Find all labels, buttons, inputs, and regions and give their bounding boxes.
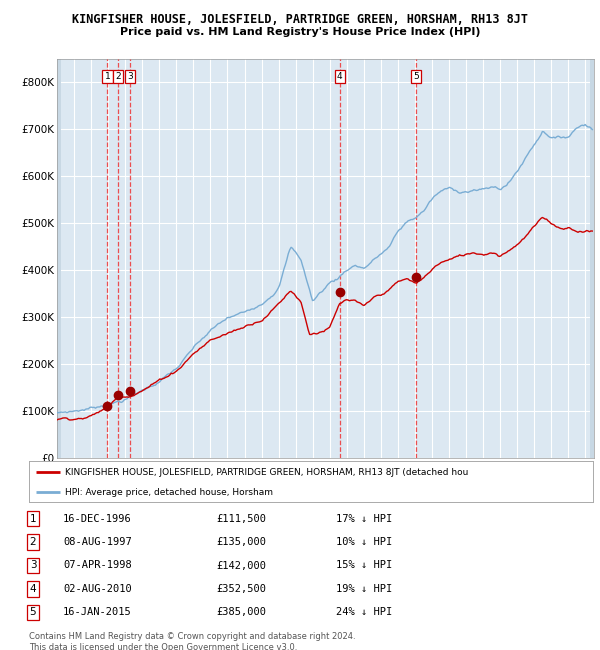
Text: KINGFISHER HOUSE, JOLESFIELD, PARTRIDGE GREEN, HORSHAM, RH13 8JT (detached hou: KINGFISHER HOUSE, JOLESFIELD, PARTRIDGE …	[65, 468, 469, 477]
Text: 24% ↓ HPI: 24% ↓ HPI	[336, 607, 392, 618]
Text: KINGFISHER HOUSE, JOLESFIELD, PARTRIDGE GREEN, HORSHAM, RH13 8JT: KINGFISHER HOUSE, JOLESFIELD, PARTRIDGE …	[72, 13, 528, 26]
Text: 10% ↓ HPI: 10% ↓ HPI	[336, 537, 392, 547]
Text: £385,000: £385,000	[216, 607, 266, 618]
Text: 2: 2	[116, 72, 121, 81]
Text: 19% ↓ HPI: 19% ↓ HPI	[336, 584, 392, 594]
Text: 4: 4	[337, 72, 343, 81]
Text: 3: 3	[127, 72, 133, 81]
Text: Price paid vs. HM Land Registry's House Price Index (HPI): Price paid vs. HM Land Registry's House …	[120, 27, 480, 37]
Bar	[57, 58, 61, 458]
Text: £111,500: £111,500	[216, 514, 266, 524]
Text: 08-AUG-1997: 08-AUG-1997	[63, 537, 132, 547]
Text: 1: 1	[29, 514, 37, 524]
Bar	[590, 58, 594, 458]
Text: 5: 5	[413, 72, 419, 81]
Text: 07-APR-1998: 07-APR-1998	[63, 560, 132, 571]
Text: HPI: Average price, detached house, Horsham: HPI: Average price, detached house, Hors…	[65, 488, 274, 497]
Text: £142,000: £142,000	[216, 560, 266, 571]
Text: 02-AUG-2010: 02-AUG-2010	[63, 584, 132, 594]
Text: 17% ↓ HPI: 17% ↓ HPI	[336, 514, 392, 524]
Text: 2: 2	[29, 537, 37, 547]
Text: 15% ↓ HPI: 15% ↓ HPI	[336, 560, 392, 571]
Text: 3: 3	[29, 560, 37, 571]
Text: 5: 5	[29, 607, 37, 618]
Text: £135,000: £135,000	[216, 537, 266, 547]
Text: 1: 1	[104, 72, 110, 81]
Text: £352,500: £352,500	[216, 584, 266, 594]
Text: Contains HM Land Registry data © Crown copyright and database right 2024.: Contains HM Land Registry data © Crown c…	[29, 632, 355, 641]
Text: 16-JAN-2015: 16-JAN-2015	[63, 607, 132, 618]
Text: This data is licensed under the Open Government Licence v3.0.: This data is licensed under the Open Gov…	[29, 644, 297, 650]
Text: 16-DEC-1996: 16-DEC-1996	[63, 514, 132, 524]
Text: 4: 4	[29, 584, 37, 594]
